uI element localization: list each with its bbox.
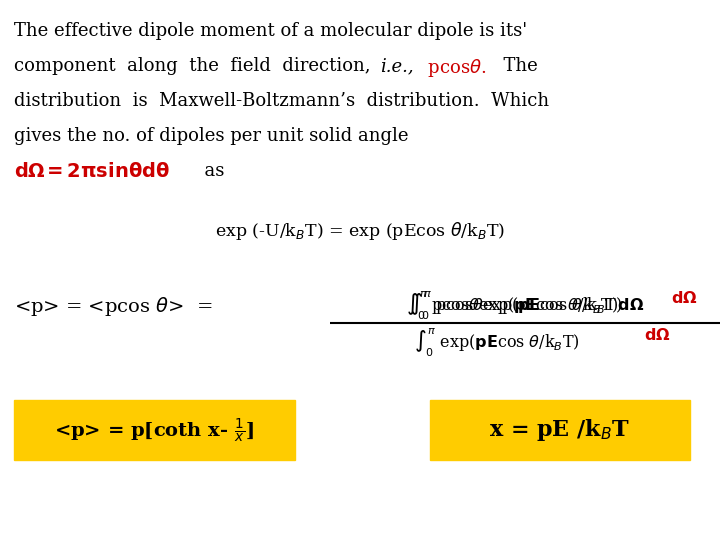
Text: The effective dipole moment of a molecular dipole is its': The effective dipole moment of a molecul… — [14, 22, 527, 40]
Text: $\mathbf{= 2\pi sin\theta d\theta}$: $\mathbf{= 2\pi sin\theta d\theta}$ — [43, 162, 170, 181]
Text: $\int_0^{\pi}$ exp($\mathbf{pE}$cos $\theta$/k$_B$T): $\int_0^{\pi}$ exp($\mathbf{pE}$cos $\th… — [414, 327, 596, 359]
Text: <p> = p[coth x- $\frac{1}{x}$]: <p> = p[coth x- $\frac{1}{x}$] — [54, 416, 255, 444]
Text: x = pE /k$_B$T: x = pE /k$_B$T — [490, 417, 631, 443]
Text: gives the no. of dipoles per unit solid angle: gives the no. of dipoles per unit solid … — [14, 127, 408, 145]
Text: i.e.,: i.e., — [380, 57, 413, 75]
Text: pcos$\theta$.: pcos$\theta$. — [422, 57, 487, 79]
Text: as: as — [193, 162, 225, 180]
Text: distribution  is  Maxwell-Boltzmann’s  distribution.  Which: distribution is Maxwell-Boltzmann’s dist… — [14, 92, 549, 110]
Text: The: The — [492, 57, 538, 75]
FancyBboxPatch shape — [14, 400, 295, 460]
Text: <p> = <pcos $\theta$>  =: <p> = <pcos $\theta$> = — [14, 295, 212, 318]
Text: $\mathbf{d\Omega}$: $\mathbf{d\Omega}$ — [671, 290, 697, 307]
FancyBboxPatch shape — [430, 400, 690, 460]
Text: $\int_0^{\pi}$ pcos$\theta$exp($\mathbf{pE}$cos $\theta$/k$_B$T)$\mathbf{d\Omega: $\int_0^{\pi}$ pcos$\theta$exp($\mathbf{… — [406, 290, 644, 322]
Text: $\int_0^{\pi}$ pcos$\theta$exp($\mathbf{pE}$cos $\theta$/k$_B$T): $\int_0^{\pi}$ pcos$\theta$exp($\mathbf{… — [410, 290, 639, 322]
Text: component  along  the  field  direction,: component along the field direction, — [14, 57, 382, 75]
Text: exp (-U/k$_B$T) = exp (pEcos $\theta$/k$_B$T): exp (-U/k$_B$T) = exp (pEcos $\theta$/k$… — [215, 220, 505, 242]
Text: $\mathbf{d\Omega}$: $\mathbf{d\Omega}$ — [644, 327, 670, 344]
Text: $\mathbf{d\Omega}$: $\mathbf{d\Omega}$ — [14, 162, 46, 181]
